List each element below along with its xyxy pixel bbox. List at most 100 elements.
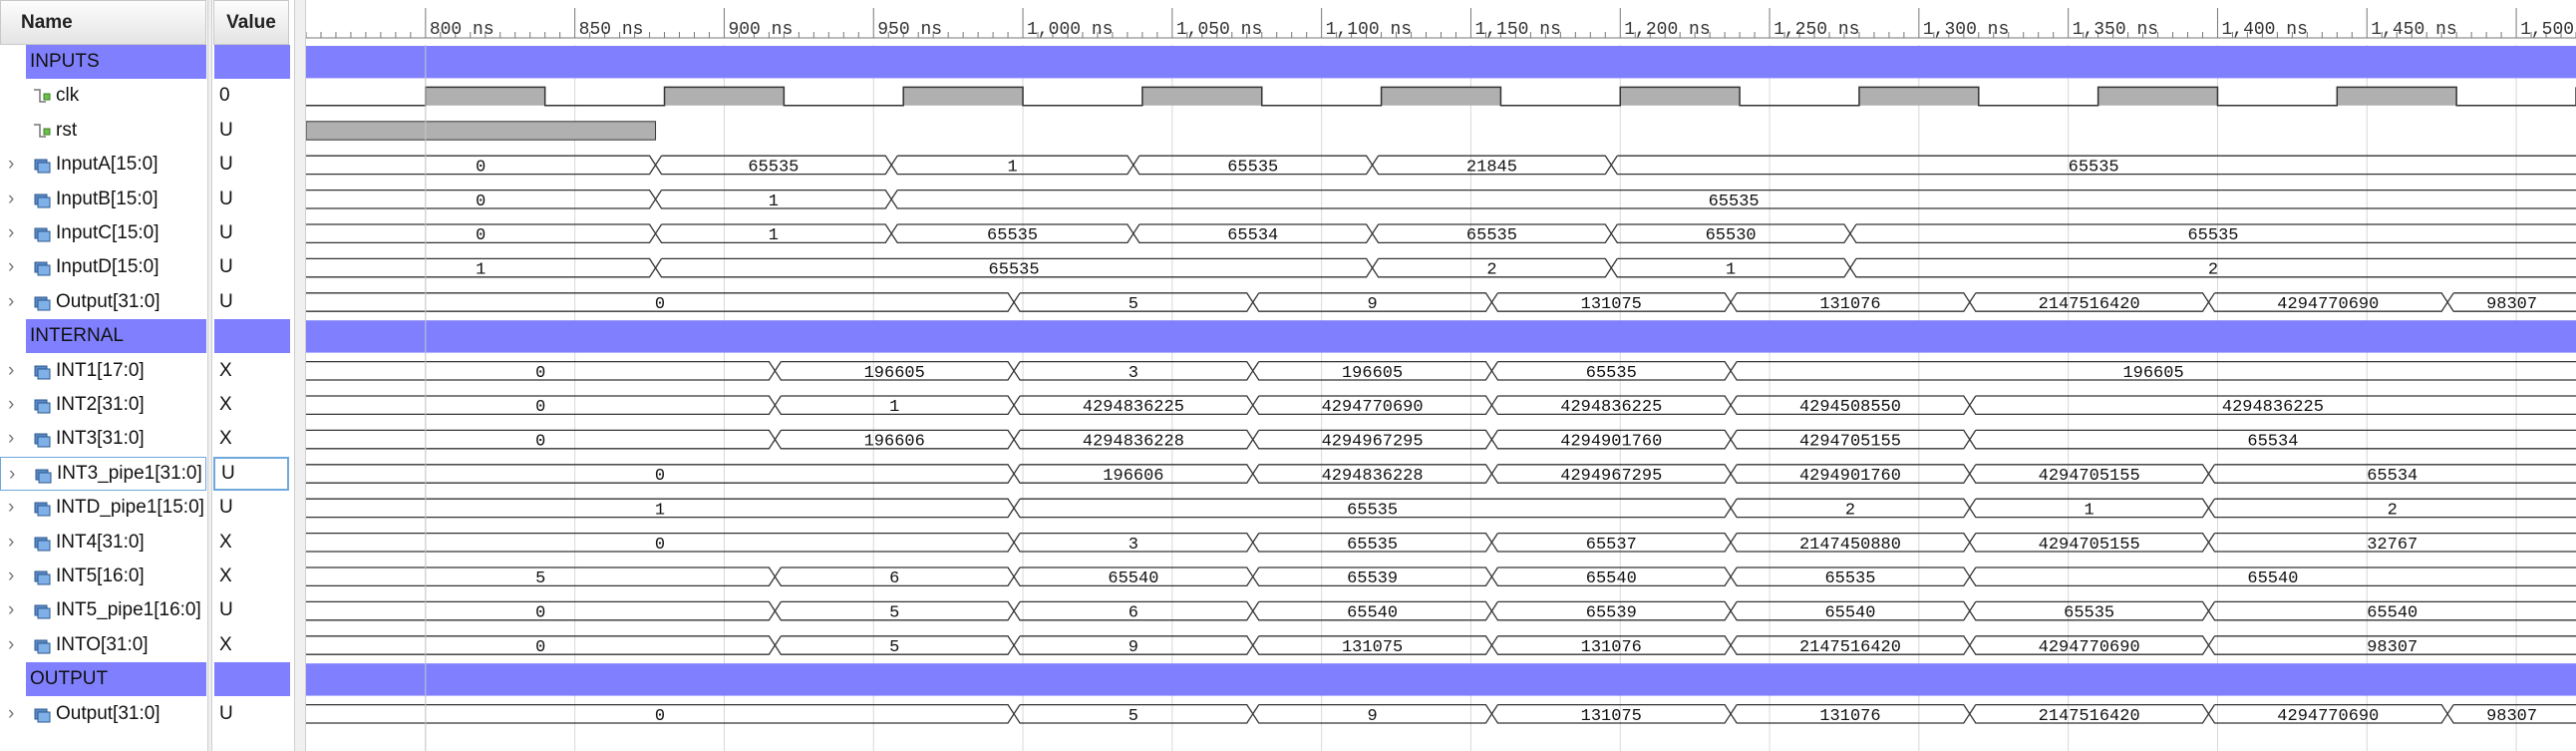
signal-value-cell[interactable]: U bbox=[219, 119, 233, 141]
bus-segment bbox=[1013, 292, 1254, 312]
bus-value-label: 1 bbox=[1726, 261, 1736, 280]
bus-segment bbox=[774, 360, 1015, 381]
bus-value-label: 6 bbox=[889, 569, 899, 588]
signal-value-cell[interactable]: X bbox=[219, 565, 232, 586]
expand-chevron-icon[interactable]: › bbox=[8, 702, 15, 724]
signal-row-clk[interactable]: clk bbox=[0, 79, 206, 113]
bus-segment bbox=[1610, 155, 2576, 176]
expand-chevron-icon[interactable]: › bbox=[8, 359, 15, 381]
expand-chevron-icon[interactable]: › bbox=[8, 633, 15, 655]
expand-chevron-icon[interactable]: › bbox=[8, 154, 15, 176]
bus-segment bbox=[1610, 257, 1851, 278]
signal-row-int5-pipe1[interactable]: › INT5_pipe1[16:0] bbox=[0, 593, 206, 627]
group-row-internal[interactable]: INTERNAL bbox=[26, 319, 206, 354]
expand-chevron-icon[interactable]: › bbox=[9, 463, 16, 485]
expand-chevron-icon[interactable]: › bbox=[8, 290, 15, 312]
signal-row-int3-pipe1[interactable]: › INT3_pipe1[31:0] bbox=[0, 456, 206, 491]
signal-name: INT5_pipe1[16:0] bbox=[56, 599, 201, 621]
expand-chevron-icon[interactable]: › bbox=[8, 428, 15, 450]
signal-row-rst[interactable]: rst bbox=[0, 114, 206, 148]
signal-value-cell[interactable]: 0 bbox=[219, 85, 230, 107]
signal-row-inputc[interactable]: › InputC[15:0] bbox=[0, 216, 206, 250]
bus-segment bbox=[1013, 498, 1732, 519]
signal-value-cell[interactable]: U bbox=[219, 154, 233, 176]
bus-segment bbox=[1132, 155, 1374, 176]
pane-splitter[interactable] bbox=[294, 0, 306, 751]
ruler-tick-label: 1,200 ns bbox=[1624, 20, 1710, 40]
signal-row-int4[interactable]: › INT4[31:0] bbox=[0, 526, 206, 560]
time-ruler[interactable]: 800 ns 850 ns 900 ns 950 ns 1,000 ns 1,050 ns… bbox=[306, 0, 2576, 45]
bus-value-label: 3 bbox=[1128, 364, 1138, 383]
signal-row-inputd[interactable]: › InputD[15:0] bbox=[0, 250, 206, 284]
group-row-output[interactable]: OUTPUT bbox=[26, 662, 206, 697]
bus-segment bbox=[1730, 635, 1971, 655]
bus-segment bbox=[1013, 429, 1254, 450]
bus-value-label: 0 bbox=[535, 364, 545, 383]
value-column-header[interactable]: Value bbox=[213, 0, 289, 45]
bus-value-label: 65539 bbox=[1347, 569, 1398, 588]
column-splitter[interactable] bbox=[207, 0, 212, 751]
bus-signal-icon bbox=[34, 433, 51, 448]
bus-signal-icon bbox=[34, 604, 51, 619]
bus-value-label: 196605 bbox=[864, 364, 925, 383]
bus-segment bbox=[2207, 635, 2576, 655]
signal-value-cell[interactable]: U bbox=[219, 599, 233, 621]
expand-chevron-icon[interactable]: › bbox=[8, 394, 15, 415]
bus-segment bbox=[774, 429, 1015, 450]
expand-chevron-icon[interactable]: › bbox=[8, 531, 15, 553]
bus-value-label: 131076 bbox=[1819, 295, 1880, 314]
expand-chevron-icon[interactable]: › bbox=[8, 256, 15, 278]
bus-signal-icon bbox=[34, 502, 51, 517]
bus-value-label: 131076 bbox=[1581, 638, 1642, 657]
bus-segment bbox=[1490, 532, 1732, 553]
bus-segment bbox=[1730, 532, 1971, 553]
signal-row-into[interactable]: › INTO[31:0] bbox=[0, 628, 206, 662]
expand-chevron-icon[interactable]: › bbox=[8, 222, 15, 243]
signal-row-int5[interactable]: › INT5[16:0] bbox=[0, 560, 206, 593]
expand-chevron-icon[interactable]: › bbox=[8, 565, 15, 586]
name-column-header[interactable]: Name bbox=[0, 0, 206, 45]
signal-value-cell[interactable]: U bbox=[219, 290, 233, 312]
signal-row-output[interactable]: › Output[31:0] bbox=[0, 697, 206, 731]
bus-value-label: 6 bbox=[1128, 604, 1138, 623]
signal-value-cell[interactable]: X bbox=[219, 428, 232, 450]
bus-value-label: 4294770690 bbox=[1322, 398, 1424, 417]
signal-value-cell[interactable]: U bbox=[219, 497, 233, 519]
signal-row-inputa[interactable]: › InputA[15:0] bbox=[0, 148, 206, 182]
group-row-inputs[interactable]: INPUTS bbox=[26, 45, 206, 79]
signal-row-inputb[interactable]: › InputB[15:0] bbox=[0, 183, 206, 216]
signal-row-int3[interactable]: › INT3[31:0] bbox=[0, 422, 206, 456]
signal-value-cell[interactable]: U bbox=[219, 702, 233, 724]
signal-value-cell[interactable]: X bbox=[219, 394, 232, 415]
signal-value-cell[interactable]: U bbox=[213, 456, 289, 491]
expand-chevron-icon[interactable]: › bbox=[8, 497, 15, 519]
bus-value-label: 65540 bbox=[1824, 604, 1875, 623]
signal-row-int1[interactable]: › INT1[17:0] bbox=[0, 354, 206, 388]
signal-value-cell[interactable]: U bbox=[219, 256, 233, 278]
ruler-tick-label: 1,350 ns bbox=[2073, 20, 2158, 40]
bus-value-label: 1 bbox=[2085, 501, 2094, 520]
signal-value-cell[interactable]: X bbox=[219, 531, 232, 553]
signal-value-cell[interactable]: U bbox=[219, 188, 233, 209]
bus-value-label: 0 bbox=[476, 192, 485, 211]
expand-chevron-icon[interactable]: › bbox=[8, 599, 15, 621]
bus-value-label: 4294836228 bbox=[1322, 467, 1424, 486]
bus-segment bbox=[1969, 532, 2210, 553]
signal-row-intd-pipe1[interactable]: › INTD_pipe1[15:0] bbox=[0, 491, 206, 525]
clock-high-pulse bbox=[903, 87, 1024, 106]
bus-value-label: 4294770690 bbox=[2039, 638, 2140, 657]
bus-segment bbox=[2207, 600, 2576, 621]
bus-segment bbox=[2207, 532, 2576, 553]
bus-segment bbox=[1251, 703, 1493, 724]
bus-segment bbox=[1730, 464, 1971, 484]
bus-segment bbox=[1969, 703, 2210, 724]
signal-value-cell[interactable]: U bbox=[219, 222, 233, 243]
signal-row-int2[interactable]: › INT2[31:0] bbox=[0, 388, 206, 422]
signal-value-cell[interactable]: X bbox=[219, 359, 232, 381]
scalar-signal-icon bbox=[34, 89, 51, 104]
signal-row-output[interactable]: › Output[31:0] bbox=[0, 285, 206, 319]
bus-segment bbox=[1730, 429, 1971, 450]
signal-value-cell[interactable]: X bbox=[219, 633, 232, 655]
expand-chevron-icon[interactable]: › bbox=[8, 188, 15, 209]
